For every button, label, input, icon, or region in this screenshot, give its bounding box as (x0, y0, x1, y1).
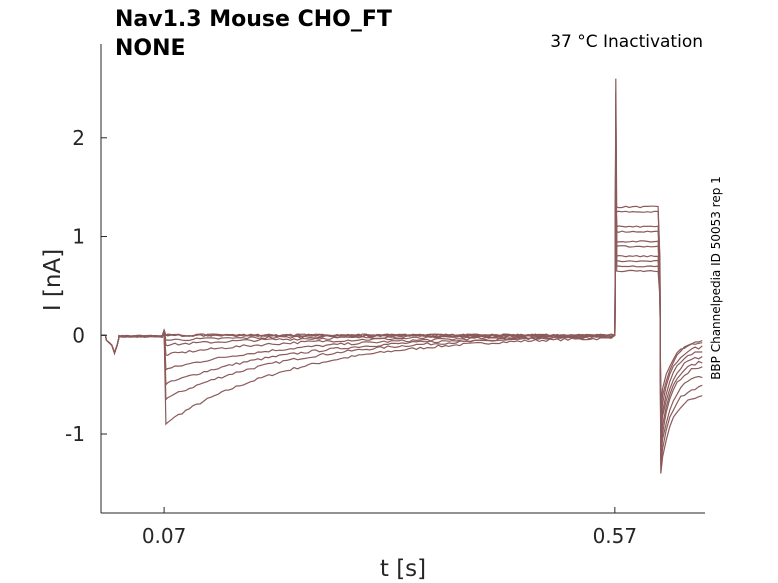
current-trace (101, 104, 703, 411)
y-tick-label: -1 (65, 422, 85, 446)
chart-title-line1: Nav1.3 Mouse CHO_FT (115, 7, 392, 32)
y-ticks: 2 1 0 -1 (65, 126, 107, 446)
x-tick-label: 0.57 (593, 524, 638, 548)
current-trace (101, 78, 703, 474)
chart-title-line2: NONE (115, 36, 186, 61)
y-axis-label: I [nA] (40, 249, 66, 311)
current-trace (101, 117, 703, 419)
current-trace (101, 129, 703, 427)
x-axis-label: t [s] (380, 556, 426, 582)
current-trace (101, 155, 703, 442)
current-trace (101, 142, 703, 435)
current-traces (101, 78, 703, 474)
x-tick-label: 0.07 (142, 524, 187, 548)
condition-label: 37 °C Inactivation (550, 32, 703, 52)
y-tick-label: 2 (72, 126, 85, 150)
axes (100, 44, 705, 514)
current-trace (101, 91, 703, 403)
side-note: BBP Channelpedia ID 50053 rep 1 (709, 176, 723, 380)
current-trace (101, 194, 703, 466)
y-tick-label: 1 (72, 225, 85, 249)
x-ticks: 0.07 0.57 (142, 507, 637, 548)
y-tick-label: 0 (72, 323, 85, 347)
current-trace (101, 181, 703, 458)
